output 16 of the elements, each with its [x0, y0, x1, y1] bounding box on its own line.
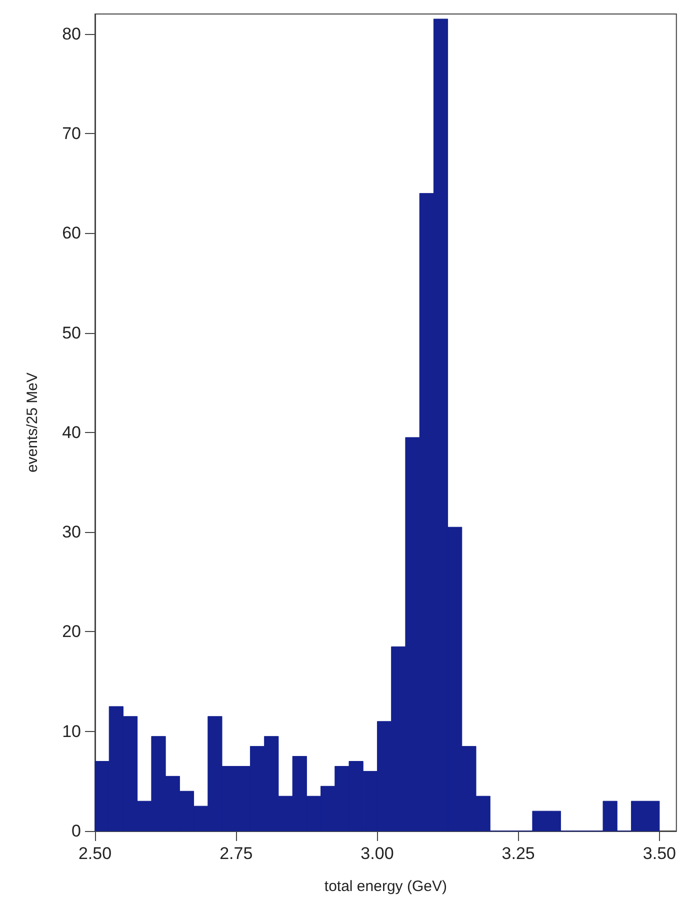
x-tick-label: 3.50 [642, 844, 676, 863]
y-tick-label: 0 [72, 822, 81, 840]
y-tick-label: 30 [62, 522, 81, 542]
y-tick-label: 40 [62, 422, 81, 442]
y-tick-label: 20 [62, 622, 81, 642]
y-axis-title: events/25 MeV [24, 372, 41, 473]
x-tick-label: 2.75 [220, 844, 253, 863]
x-tick-label: 3.00 [360, 844, 394, 863]
y-tick-label: 10 [62, 722, 81, 741]
x-axis-title: total energy (GeV) [324, 878, 447, 895]
y-tick-label: 60 [62, 224, 81, 243]
y-tick-label: 80 [62, 24, 81, 44]
y-tick-label: 50 [62, 323, 81, 342]
x-tick-label: 3.25 [502, 844, 535, 863]
y-tick-label: 70 [62, 124, 81, 144]
x-tick-label: 2.50 [78, 844, 112, 863]
